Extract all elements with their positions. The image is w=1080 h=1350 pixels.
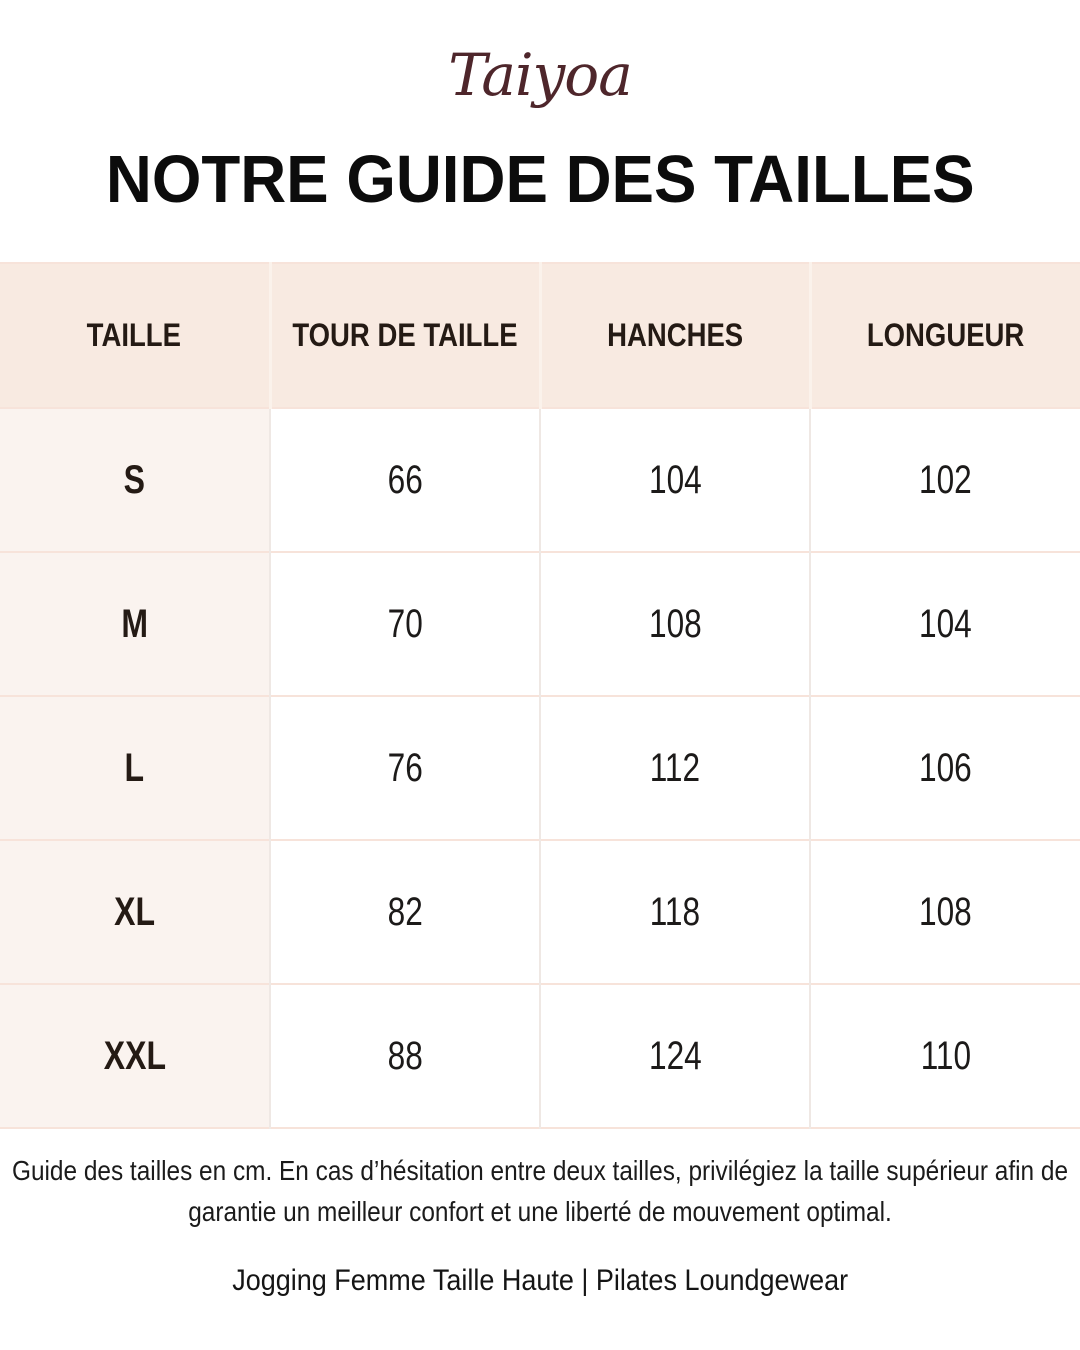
table-row-xxl: XXL 88 124 110 xyxy=(0,983,1080,1128)
value-cell: 108 xyxy=(809,839,1080,984)
value-hanches: 124 xyxy=(648,1033,702,1078)
value-longueur: 108 xyxy=(919,889,972,934)
table-row-l: L 76 112 106 xyxy=(0,695,1080,840)
table-row-m: M 70 108 104 xyxy=(0,551,1080,696)
table-row-s: S 66 104 102 xyxy=(0,407,1080,552)
value-longueur: 110 xyxy=(920,1033,971,1078)
value-cell: 108 xyxy=(539,551,810,696)
column-header-label: TOUR DE TAILLE xyxy=(292,317,518,353)
value-cell: 70 xyxy=(269,551,540,696)
column-header-taille: TAILLE xyxy=(0,263,272,409)
value-tour-de-taille: 88 xyxy=(387,1033,423,1078)
value-cell: 110 xyxy=(809,983,1080,1128)
value-tour-de-taille: 76 xyxy=(387,745,423,790)
size-label: XL xyxy=(114,889,155,934)
value-longueur: 106 xyxy=(919,745,972,790)
value-hanches: 112 xyxy=(649,745,701,790)
product-line-row: Jogging Femme Taille Haute | Pilates Lou… xyxy=(0,1264,1080,1298)
size-cell: L xyxy=(0,695,270,840)
value-tour-de-taille: 82 xyxy=(387,889,423,934)
size-cell: XXL xyxy=(0,983,270,1128)
value-cell: 106 xyxy=(809,695,1080,840)
size-table: TAILLE TOUR DE TAILLE HANCHES LONGUEUR S… xyxy=(0,262,1080,1129)
value-cell: 82 xyxy=(269,839,540,984)
table-header-row: TAILLE TOUR DE TAILLE HANCHES LONGUEUR xyxy=(0,263,1080,409)
value-cell: 112 xyxy=(539,695,810,840)
value-hanches: 104 xyxy=(648,457,702,502)
column-header-label: LONGUEUR xyxy=(867,317,1025,353)
size-cell: S xyxy=(0,407,270,552)
value-longueur: 104 xyxy=(919,601,972,646)
page-title-text: NOTRE GUIDE DES TAILLES xyxy=(105,142,975,217)
size-guide-note: Guide des tailles en cm. En cas d’hésita… xyxy=(11,1155,1069,1228)
column-header-hanches: HANCHES xyxy=(540,263,812,409)
size-label: L xyxy=(124,745,145,790)
value-cell: 104 xyxy=(539,407,810,552)
size-label: XXL xyxy=(103,1033,166,1078)
size-cell: XL xyxy=(0,839,270,984)
value-cell: 88 xyxy=(269,983,540,1128)
value-longueur: 102 xyxy=(919,457,972,502)
value-cell: 104 xyxy=(809,551,1080,696)
size-table-head: TAILLE TOUR DE TAILLE HANCHES LONGUEUR xyxy=(0,263,1080,409)
column-header-label: HANCHES xyxy=(606,317,744,353)
column-header-longueur: LONGUEUR xyxy=(810,263,1080,409)
value-cell: 66 xyxy=(269,407,540,552)
value-cell: 102 xyxy=(809,407,1080,552)
size-label: S xyxy=(123,457,146,502)
value-cell: 118 xyxy=(539,839,810,984)
column-header-tour-de-taille: TOUR DE TAILLE xyxy=(270,263,542,409)
size-cell: M xyxy=(0,551,270,696)
brand-logo: Taiyoa xyxy=(448,41,633,109)
value-hanches: 118 xyxy=(649,889,701,934)
value-tour-de-taille: 70 xyxy=(387,601,423,646)
product-line: Jogging Femme Taille Haute | Pilates Lou… xyxy=(232,1264,848,1297)
value-cell: 76 xyxy=(269,695,540,840)
page-title: NOTRE GUIDE DES TAILLES xyxy=(0,146,1080,213)
value-tour-de-taille: 66 xyxy=(387,457,423,502)
size-table-body: S 66 104 102 M 70 108 104 L 76 112 106 X… xyxy=(0,407,1080,1128)
size-label: M xyxy=(121,601,148,646)
table-row-xl: XL 82 118 108 xyxy=(0,839,1080,984)
value-hanches: 108 xyxy=(648,601,702,646)
column-header-label: TAILLE xyxy=(87,317,182,353)
value-cell: 124 xyxy=(539,983,810,1128)
